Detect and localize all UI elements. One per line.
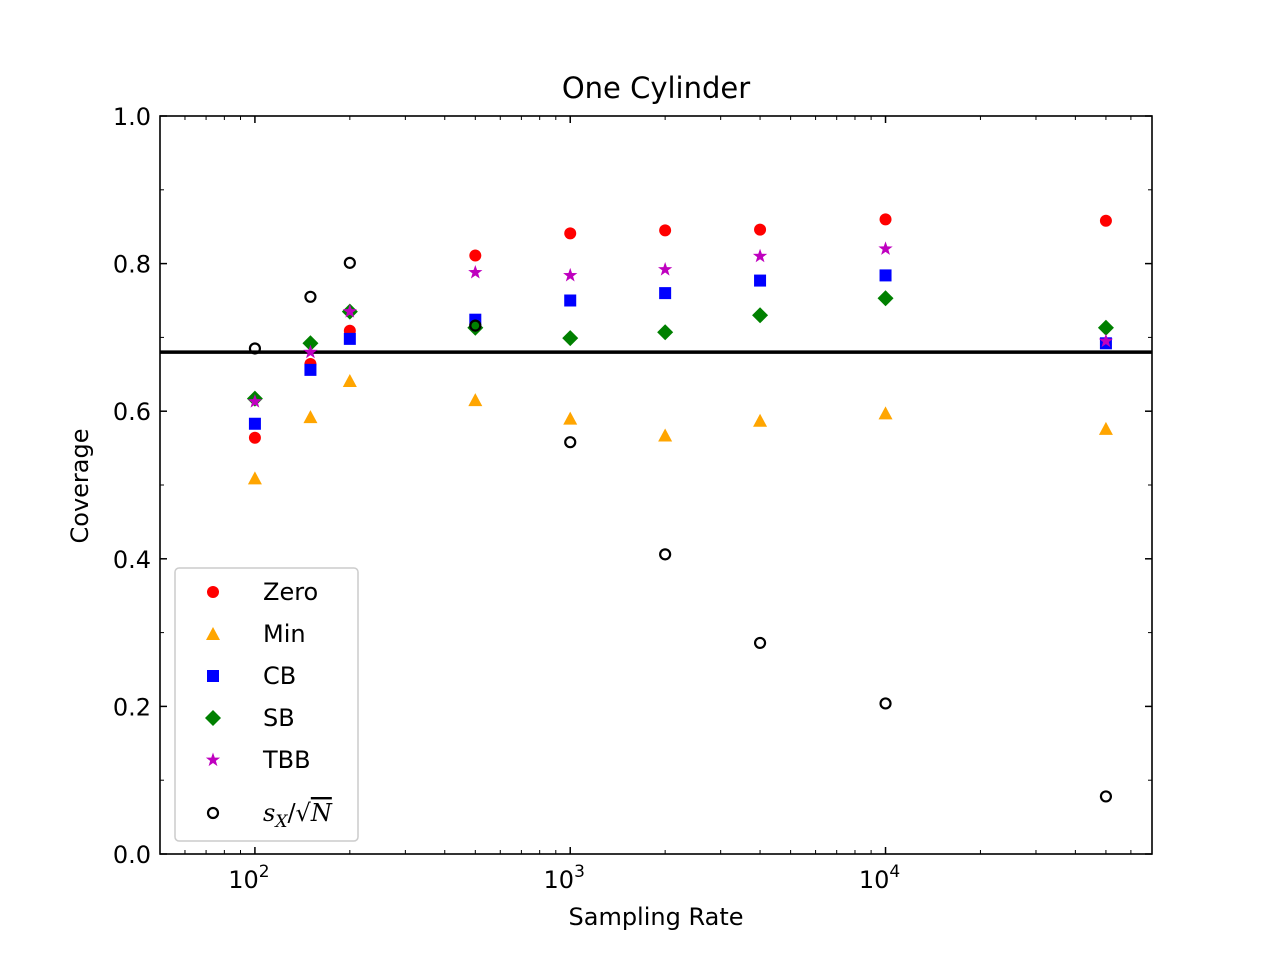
- legend-marker-triangle: [206, 627, 220, 640]
- legend: Zero Min CB SB TBB sX/√N: [174, 567, 359, 842]
- data-point-square: [304, 363, 317, 376]
- data-point-circle: [248, 431, 261, 444]
- data-point-triangle: [303, 410, 318, 424]
- x-tick-label: 103: [544, 862, 585, 894]
- x-tick-label: 102: [228, 862, 269, 894]
- data-point-diamond: [302, 335, 319, 352]
- y-tick-label: 1.0: [113, 103, 151, 131]
- x-tick-exponent: 2: [259, 862, 270, 882]
- data-point-open-circle: [304, 290, 317, 303]
- legend-label: CB: [263, 662, 296, 690]
- legend-marker-open-circle: [206, 806, 220, 820]
- data-point-star: [468, 264, 483, 279]
- legend-formula-part: X: [273, 812, 288, 832]
- y-tick-label: 0.8: [113, 251, 151, 279]
- data-point-square: [754, 274, 767, 287]
- data-point-triangle: [878, 406, 893, 420]
- data-point-open-circle: [469, 319, 482, 332]
- data-point-diamond: [877, 290, 894, 307]
- data-point-square: [343, 332, 356, 345]
- data-point-triangle: [563, 411, 578, 425]
- x-axis-label: Sampling Rate: [569, 903, 744, 931]
- y-tick-labels: 0.0 0.2 0.4 0.6 0.8 1.0: [113, 103, 151, 869]
- y-tick-label: 0.0: [113, 841, 151, 869]
- data-point-circle: [659, 224, 672, 237]
- data-point-triangle: [658, 428, 673, 442]
- data-point-triangle: [342, 373, 357, 387]
- legend-label: Zero: [263, 578, 318, 606]
- data-point-open-circle: [753, 636, 767, 650]
- legend-label: Min: [263, 620, 306, 648]
- data-point-circle: [754, 223, 767, 236]
- legend-marker-diamond: [205, 710, 221, 726]
- legend-formula-part: √: [296, 799, 312, 827]
- data-point-open-circle: [1099, 790, 1113, 803]
- data-point-square: [248, 417, 261, 430]
- data-point-star: [342, 304, 357, 318]
- data-point-circle: [564, 227, 577, 240]
- y-tick-label: 0.4: [113, 546, 151, 574]
- legend-formula-part: /: [287, 799, 296, 827]
- data-point-triangle: [753, 413, 768, 427]
- data-point-square: [879, 269, 892, 282]
- x-tick-base: 10: [228, 866, 259, 894]
- legend-marker-square: [207, 670, 219, 682]
- data-point-circle: [879, 213, 892, 226]
- data-point-open-circle: [343, 256, 356, 269]
- data-point-open-circle: [564, 436, 577, 449]
- data-point-star: [1098, 333, 1114, 348]
- x-tick-exponent: 3: [574, 862, 585, 882]
- legend-label: TBB: [262, 746, 311, 774]
- data-point-star: [752, 248, 768, 263]
- data-point-square: [564, 294, 577, 307]
- data-point-diamond: [1097, 319, 1114, 336]
- data-point-star: [878, 241, 893, 255]
- data-point-open-circle: [879, 697, 892, 710]
- data-point-open-circle: [248, 342, 262, 355]
- legend-formula-part: N: [310, 799, 333, 827]
- x-tick-label: 104: [859, 862, 900, 894]
- chart-title: One Cylinder: [562, 71, 750, 105]
- y-tick-label: 0.6: [113, 398, 151, 426]
- data-point-open-circle: [659, 548, 672, 561]
- data-point-star: [247, 394, 263, 408]
- legend-label: SB: [263, 704, 295, 732]
- data-point-triangle: [247, 471, 262, 485]
- data-point-diamond: [657, 324, 674, 341]
- legend-marker-star: [205, 752, 221, 767]
- legend-marker-circle: [207, 586, 219, 598]
- data-point-star: [303, 344, 318, 359]
- data-points: [246, 213, 1114, 803]
- x-tick-base: 10: [544, 866, 575, 894]
- data-point-star: [658, 262, 673, 276]
- data-point-square: [659, 287, 672, 300]
- y-axis-label: Coverage: [66, 429, 94, 544]
- y-tick-label: 0.2: [113, 693, 151, 721]
- x-tick-base: 10: [859, 866, 890, 894]
- x-tick-labels: 102 103 104: [228, 862, 900, 894]
- data-point-circle: [469, 249, 482, 262]
- data-point-diamond: [562, 330, 579, 347]
- legend-box: [174, 567, 359, 842]
- data-point-circle: [1099, 214, 1112, 227]
- data-point-triangle: [468, 393, 483, 407]
- legend-label-formula: sX/√N: [263, 799, 333, 832]
- data-point-diamond: [752, 307, 769, 324]
- data-point-star: [563, 267, 578, 282]
- legend-formula-part: s: [263, 799, 275, 827]
- x-tick-exponent: 4: [889, 862, 900, 882]
- data-point-triangle: [1098, 421, 1113, 435]
- plot-frame: [159, 115, 1153, 855]
